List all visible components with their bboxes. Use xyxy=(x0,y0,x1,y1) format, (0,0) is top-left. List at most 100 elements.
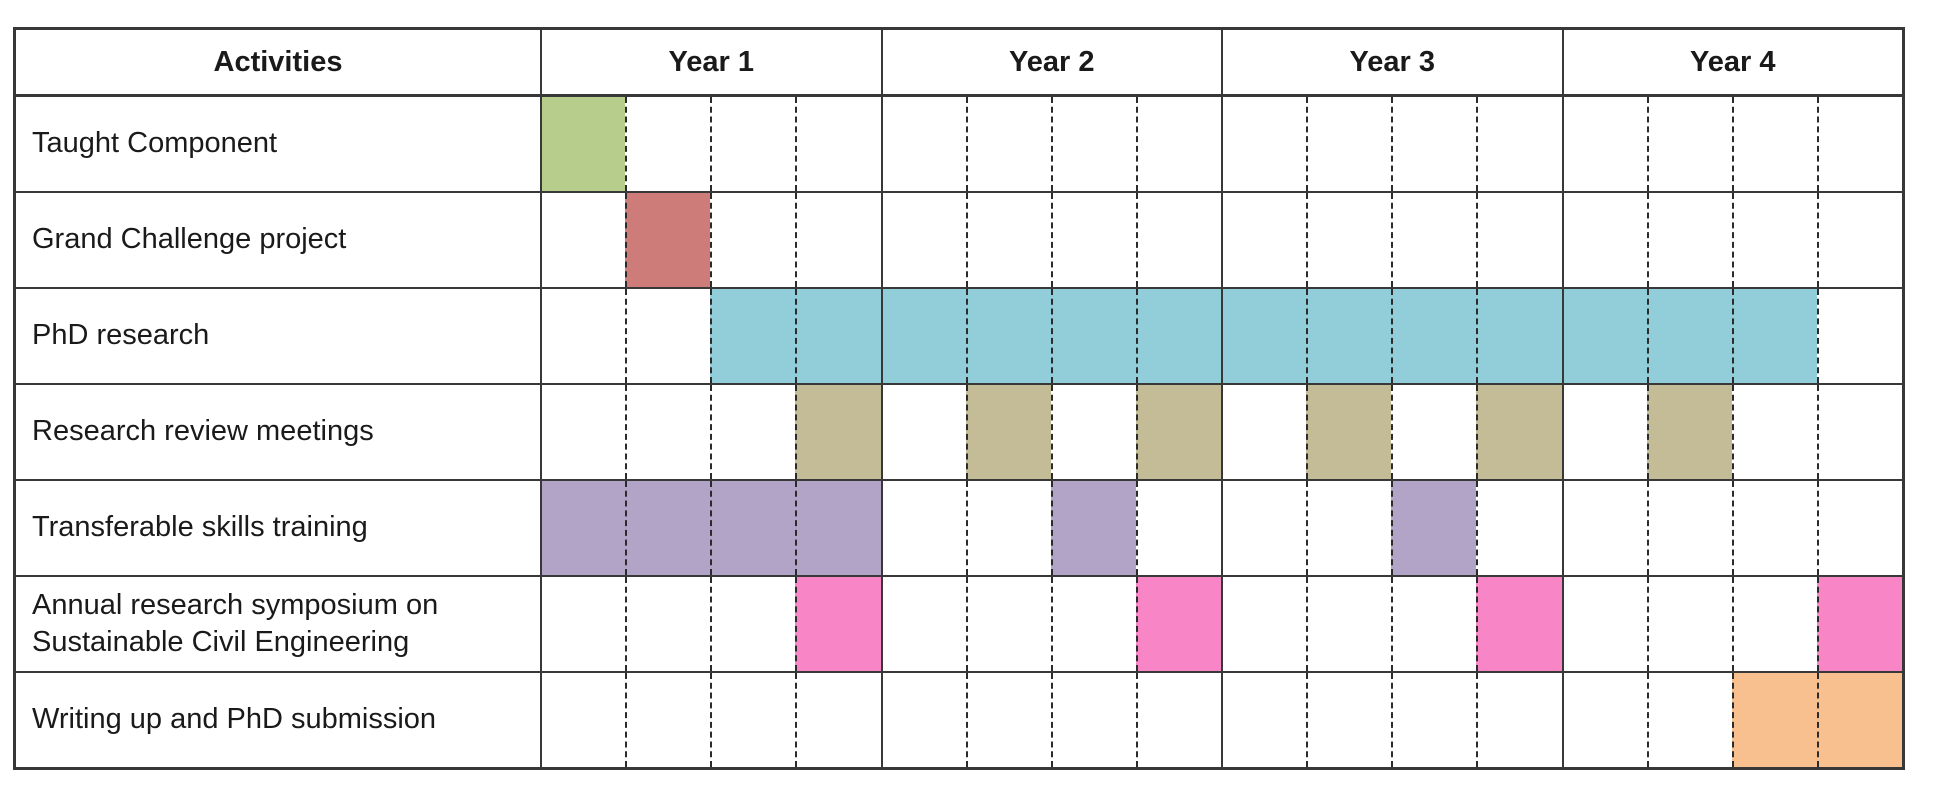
quarter-cell xyxy=(710,97,795,191)
gantt-bar-cell xyxy=(540,97,626,191)
quarter-cell xyxy=(965,481,1051,575)
activity-label: Grand Challenge project xyxy=(32,223,347,256)
quarter-cell xyxy=(965,577,1051,671)
quarter-cell xyxy=(1476,97,1561,191)
quarter-cell xyxy=(1221,193,1306,287)
quarter-cell xyxy=(1561,481,1647,575)
quarter-cell xyxy=(965,97,1051,191)
gantt-bar-cell xyxy=(1306,385,1392,479)
quarter-cell xyxy=(1731,385,1817,479)
gantt-bar-cell xyxy=(1050,481,1136,575)
quarter-cell xyxy=(1135,97,1221,191)
quarter-cell xyxy=(1221,577,1306,671)
quarter-cell xyxy=(880,193,966,287)
quarter-cell xyxy=(1476,193,1561,287)
gantt-bar-cell xyxy=(1646,289,1732,383)
quarter-cell xyxy=(1135,481,1221,575)
gantt-bar-cell xyxy=(625,193,711,287)
quarter-cell xyxy=(1561,673,1647,767)
gantt-bar-cell xyxy=(1391,481,1477,575)
quarter-cell xyxy=(1646,97,1732,191)
quarter-cell xyxy=(625,673,710,767)
quarter-cell xyxy=(880,385,966,479)
activity-row: Grand Challenge project xyxy=(16,193,1902,289)
quarter-cell xyxy=(1561,385,1647,479)
activity-row: Annual research symposium on Sustainable… xyxy=(16,577,1902,673)
quarter-cell xyxy=(710,673,795,767)
quarter-cell xyxy=(1391,673,1476,767)
year-4-header: Year 4 xyxy=(1561,30,1903,94)
gantt-body: Taught Component Grand Challenge project P… xyxy=(16,97,1902,767)
gantt-table: Activities Year 1 Year 2 Year 3 Year 4 T… xyxy=(13,27,1905,770)
gantt-bar-cell xyxy=(795,289,881,383)
gantt-bar-cell xyxy=(1306,289,1392,383)
quarter-cell xyxy=(1306,97,1391,191)
quarter-cell xyxy=(1476,673,1561,767)
quarter-cell xyxy=(540,193,625,287)
quarter-cell xyxy=(1731,577,1817,671)
quarter-cell xyxy=(1731,481,1817,575)
gantt-bar-cell xyxy=(880,289,966,383)
quarter-cell xyxy=(1816,385,1902,479)
activity-row: Transferable skills training xyxy=(16,481,1902,577)
quarter-cell xyxy=(880,577,966,671)
gantt-bar-cell xyxy=(1135,385,1221,479)
quarter-cell xyxy=(540,673,625,767)
activities-header: Activities xyxy=(213,45,343,78)
quarter-cell xyxy=(1391,577,1476,671)
quarter-cell xyxy=(965,673,1051,767)
activity-label: Research review meetings xyxy=(32,415,374,448)
gantt-bar-cell xyxy=(1476,385,1562,479)
quarter-cell xyxy=(1646,577,1732,671)
quarter-cell xyxy=(1050,577,1136,671)
quarter-cell xyxy=(1646,673,1732,767)
gantt-bar-cell xyxy=(1476,577,1562,671)
gantt-bar-cell xyxy=(965,289,1051,383)
quarter-cell xyxy=(1391,385,1476,479)
quarter-cell xyxy=(795,673,880,767)
activity-label: PhD research xyxy=(32,319,210,352)
activity-row: Research review meetings xyxy=(16,385,1902,481)
quarter-cell xyxy=(1561,97,1647,191)
quarter-cell xyxy=(1561,193,1647,287)
year-2-header: Year 2 xyxy=(880,30,1222,94)
quarter-cell xyxy=(1050,673,1136,767)
quarter-cell xyxy=(1221,673,1306,767)
quarter-cell xyxy=(625,289,710,383)
quarter-cell xyxy=(1135,673,1221,767)
quarter-cell xyxy=(1306,481,1391,575)
gantt-bar-cell xyxy=(625,481,711,575)
quarter-cell xyxy=(795,193,880,287)
gantt-bar-cell xyxy=(1135,577,1221,671)
activity-row: PhD research xyxy=(16,289,1902,385)
quarter-cell xyxy=(625,97,710,191)
quarter-cell xyxy=(1391,97,1476,191)
gantt-bar-cell xyxy=(540,481,626,575)
quarter-cell xyxy=(880,673,966,767)
quarter-cell xyxy=(710,577,795,671)
quarter-cell xyxy=(1391,193,1476,287)
gantt-bar-cell xyxy=(965,385,1051,479)
gantt-bar-cell xyxy=(710,289,796,383)
activity-label: Taught Component xyxy=(32,127,278,160)
quarter-cell xyxy=(710,385,795,479)
quarter-cell xyxy=(1731,97,1817,191)
quarter-cell xyxy=(540,385,625,479)
quarter-cell xyxy=(880,97,966,191)
quarter-cell xyxy=(540,289,625,383)
quarter-cell xyxy=(710,193,795,287)
gantt-bar-cell xyxy=(1221,289,1307,383)
quarter-cell xyxy=(1221,385,1306,479)
quarter-cell xyxy=(1816,289,1902,383)
activity-label: Transferable skills training xyxy=(32,511,368,544)
gantt-bar-cell xyxy=(1646,385,1732,479)
quarter-cell xyxy=(1135,193,1221,287)
quarter-cell xyxy=(540,577,625,671)
year-3-header: Year 3 xyxy=(1221,30,1562,94)
gantt-bar-cell xyxy=(795,481,881,575)
quarter-cell xyxy=(1050,193,1136,287)
quarter-cell xyxy=(1221,481,1306,575)
gantt-bar-cell xyxy=(1731,289,1817,383)
gantt-bar-cell xyxy=(795,385,881,479)
